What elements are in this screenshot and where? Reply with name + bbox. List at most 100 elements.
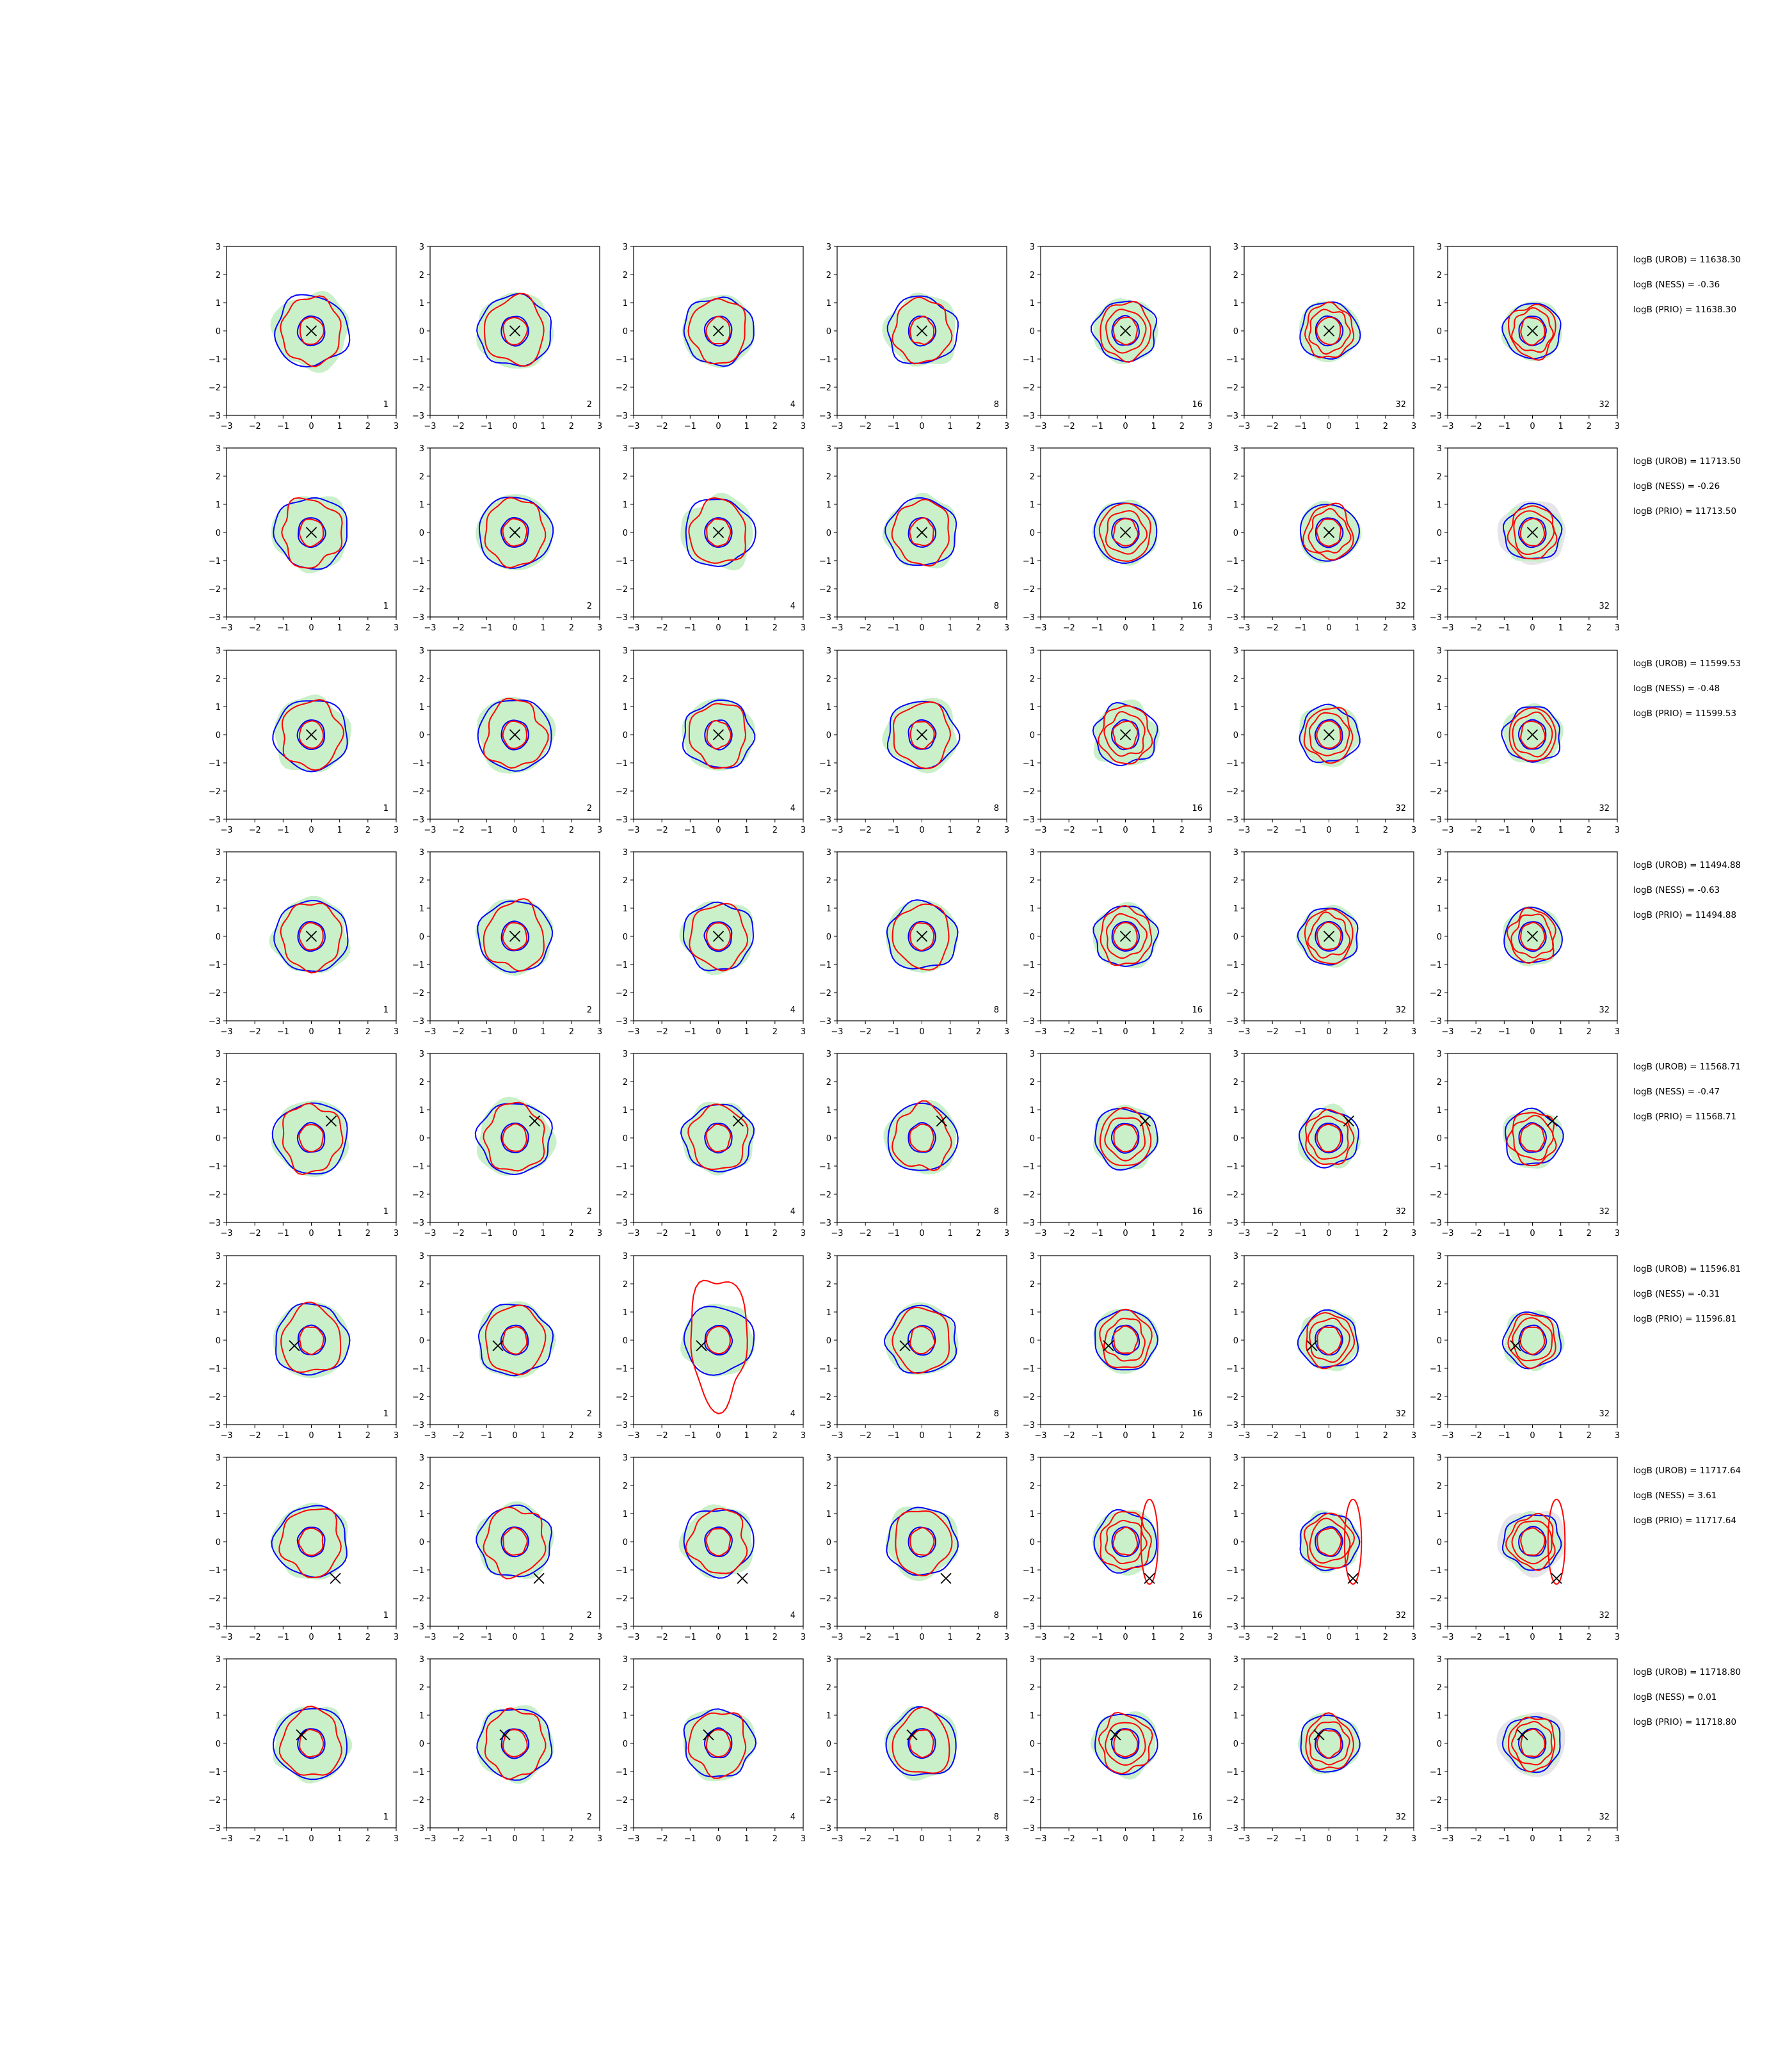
y-tick-label: 2: [1437, 1280, 1442, 1290]
red-contour-inner: [706, 518, 732, 547]
x-tick-label: −1: [1498, 422, 1510, 431]
x-tick-label: 1: [744, 1834, 749, 1844]
red-contour-outer: [892, 1706, 950, 1774]
x-tick-label: 3: [1004, 1834, 1009, 1844]
x-tick-label: −1: [481, 1834, 493, 1844]
x-tick-label: −3: [831, 422, 843, 431]
y-tick-label: 0: [1030, 1336, 1035, 1346]
true-value-marker: [529, 1115, 541, 1127]
y-tick-label: 1: [1030, 1711, 1035, 1721]
y-tick-label: 0: [216, 1538, 221, 1548]
blue-contour-inner: [704, 1325, 733, 1356]
x-tick-label: −2: [1063, 1229, 1075, 1238]
blue-contour-inner: [1111, 920, 1140, 952]
x-tick-label: 3: [597, 826, 602, 835]
y-tick-label: 2: [1233, 1683, 1238, 1693]
y-tick-label: 3: [1437, 1050, 1442, 1059]
red-contour-outer: [892, 296, 953, 365]
x-tick-label: −2: [1063, 826, 1075, 835]
y-tick-label: 1: [419, 299, 424, 308]
y-tick-label: 3: [1030, 848, 1035, 858]
y-tick-label: 0: [216, 731, 221, 740]
y-tick-label: −2: [819, 989, 831, 998]
x-tick-label: −2: [1267, 623, 1279, 633]
x-tick-label: −1: [1498, 1431, 1510, 1441]
red-contour-inner: [502, 317, 529, 346]
true-value-marker: [906, 1729, 918, 1741]
y-tick-label: −3: [819, 1824, 831, 1834]
y-tick-label: 2: [216, 1482, 221, 1491]
blue-contour-inner: [296, 1122, 326, 1153]
x-tick-label: −3: [220, 1633, 232, 1642]
red-contour-outer: [483, 1101, 545, 1172]
red-contour-inner: [298, 720, 324, 749]
y-tick-label: −1: [412, 1364, 424, 1374]
blue-contour-inner: [1518, 516, 1547, 548]
x-tick-label: −3: [1238, 1633, 1250, 1642]
true-value-marker: [1551, 1572, 1562, 1584]
x-tick-label: −1: [481, 422, 493, 431]
x-tick-label: 1: [1151, 1027, 1156, 1037]
x-tick-label: −2: [1470, 1633, 1482, 1642]
x-tick-label: 3: [1615, 1229, 1620, 1238]
panel-r4-c6: −3 −2 −1 0 1 2 3 −3 −2 −1 0 1 2 3 32: [1226, 848, 1416, 1037]
red-contour-inner: [1519, 1123, 1546, 1152]
y-tick-label: 1: [1030, 299, 1035, 308]
blue-contour-inner: [1111, 719, 1140, 751]
x-tick-label: −2: [1470, 826, 1482, 835]
y-tick-label: −3: [1023, 815, 1035, 825]
blue-contour-inner: [908, 316, 937, 347]
y-tick-label: −1: [412, 759, 424, 769]
y-tick-label: −2: [1430, 1190, 1442, 1200]
side-label: logB (PRIO) = 11713.50: [1633, 506, 1736, 516]
x-tick-label: 3: [801, 1633, 806, 1642]
column-label: 8: [994, 1409, 999, 1419]
x-tick-label: −3: [627, 422, 639, 431]
x-tick-label: 3: [1208, 826, 1213, 835]
y-tick-label: −3: [1226, 815, 1238, 825]
blue-contour-outer: [1299, 1512, 1361, 1572]
y-tick-label: 3: [216, 646, 221, 656]
y-tick-label: −1: [209, 1566, 221, 1576]
x-tick-label: −3: [1441, 422, 1453, 431]
y-tick-label: 1: [623, 1510, 628, 1519]
x-tick-label: −2: [1470, 1027, 1482, 1037]
red-contour-inner: [1112, 518, 1139, 547]
y-tick-label: 0: [1437, 932, 1442, 942]
blue-contour-outer: [1091, 300, 1157, 363]
y-tick-label: −3: [616, 1421, 628, 1430]
panel-r6-c3: −3 −2 −1 0 1 2 3 −3 −2 −1 0 1 2 3 4: [616, 1252, 806, 1441]
side-label: logB (NESS) = -0.63: [1633, 885, 1720, 895]
side-label: logB (PRIO) = 11717.64: [1633, 1516, 1736, 1526]
panel-r8-c6: −3 −2 −1 0 1 2 3 −3 −2 −1 0 1 2 3 32: [1226, 1655, 1416, 1844]
y-tick-label: −1: [1430, 759, 1442, 769]
column-label: 32: [1395, 804, 1406, 813]
y-tick-label: −2: [412, 1190, 424, 1200]
panel-r8-c1: −3 −2 −1 0 1 2 3 −3 −2 −1 0 1 2 3 1: [209, 1655, 399, 1844]
true-value-marker: [696, 1340, 707, 1352]
y-tick-label: 0: [1233, 1134, 1238, 1144]
red-contour-mid: [1511, 307, 1555, 353]
x-tick-label: 0: [919, 1431, 924, 1441]
column-label: 16: [1192, 1005, 1203, 1015]
y-tick-label: −2: [1430, 1594, 1442, 1604]
x-tick-label: 1: [541, 1633, 546, 1642]
panel-r7-c1: −3 −2 −1 0 1 2 3 −3 −2 −1 0 1 2 3 1: [209, 1453, 399, 1642]
x-tick-label: 0: [1326, 623, 1331, 633]
red-contour-outer: [1305, 1108, 1355, 1165]
red-contour-mid: [1309, 1317, 1350, 1363]
y-tick-label: −3: [209, 1219, 221, 1228]
y-tick-label: 1: [1437, 703, 1442, 712]
blue-contour-outer: [1300, 1715, 1361, 1773]
y-tick-label: 1: [1437, 500, 1442, 510]
true-value-marker: [492, 1340, 504, 1352]
x-tick-label: 3: [801, 623, 806, 633]
x-tick-label: 2: [1383, 1027, 1388, 1037]
y-tick-label: 1: [1437, 1510, 1442, 1519]
side-label: logB (NESS) = -0.48: [1633, 684, 1720, 694]
true-value-marker: [712, 325, 724, 337]
x-tick-label: 0: [1530, 826, 1535, 835]
y-tick-label: −3: [1023, 1421, 1035, 1430]
y-tick-label: 2: [419, 271, 424, 280]
x-tick-label: −1: [684, 826, 696, 835]
